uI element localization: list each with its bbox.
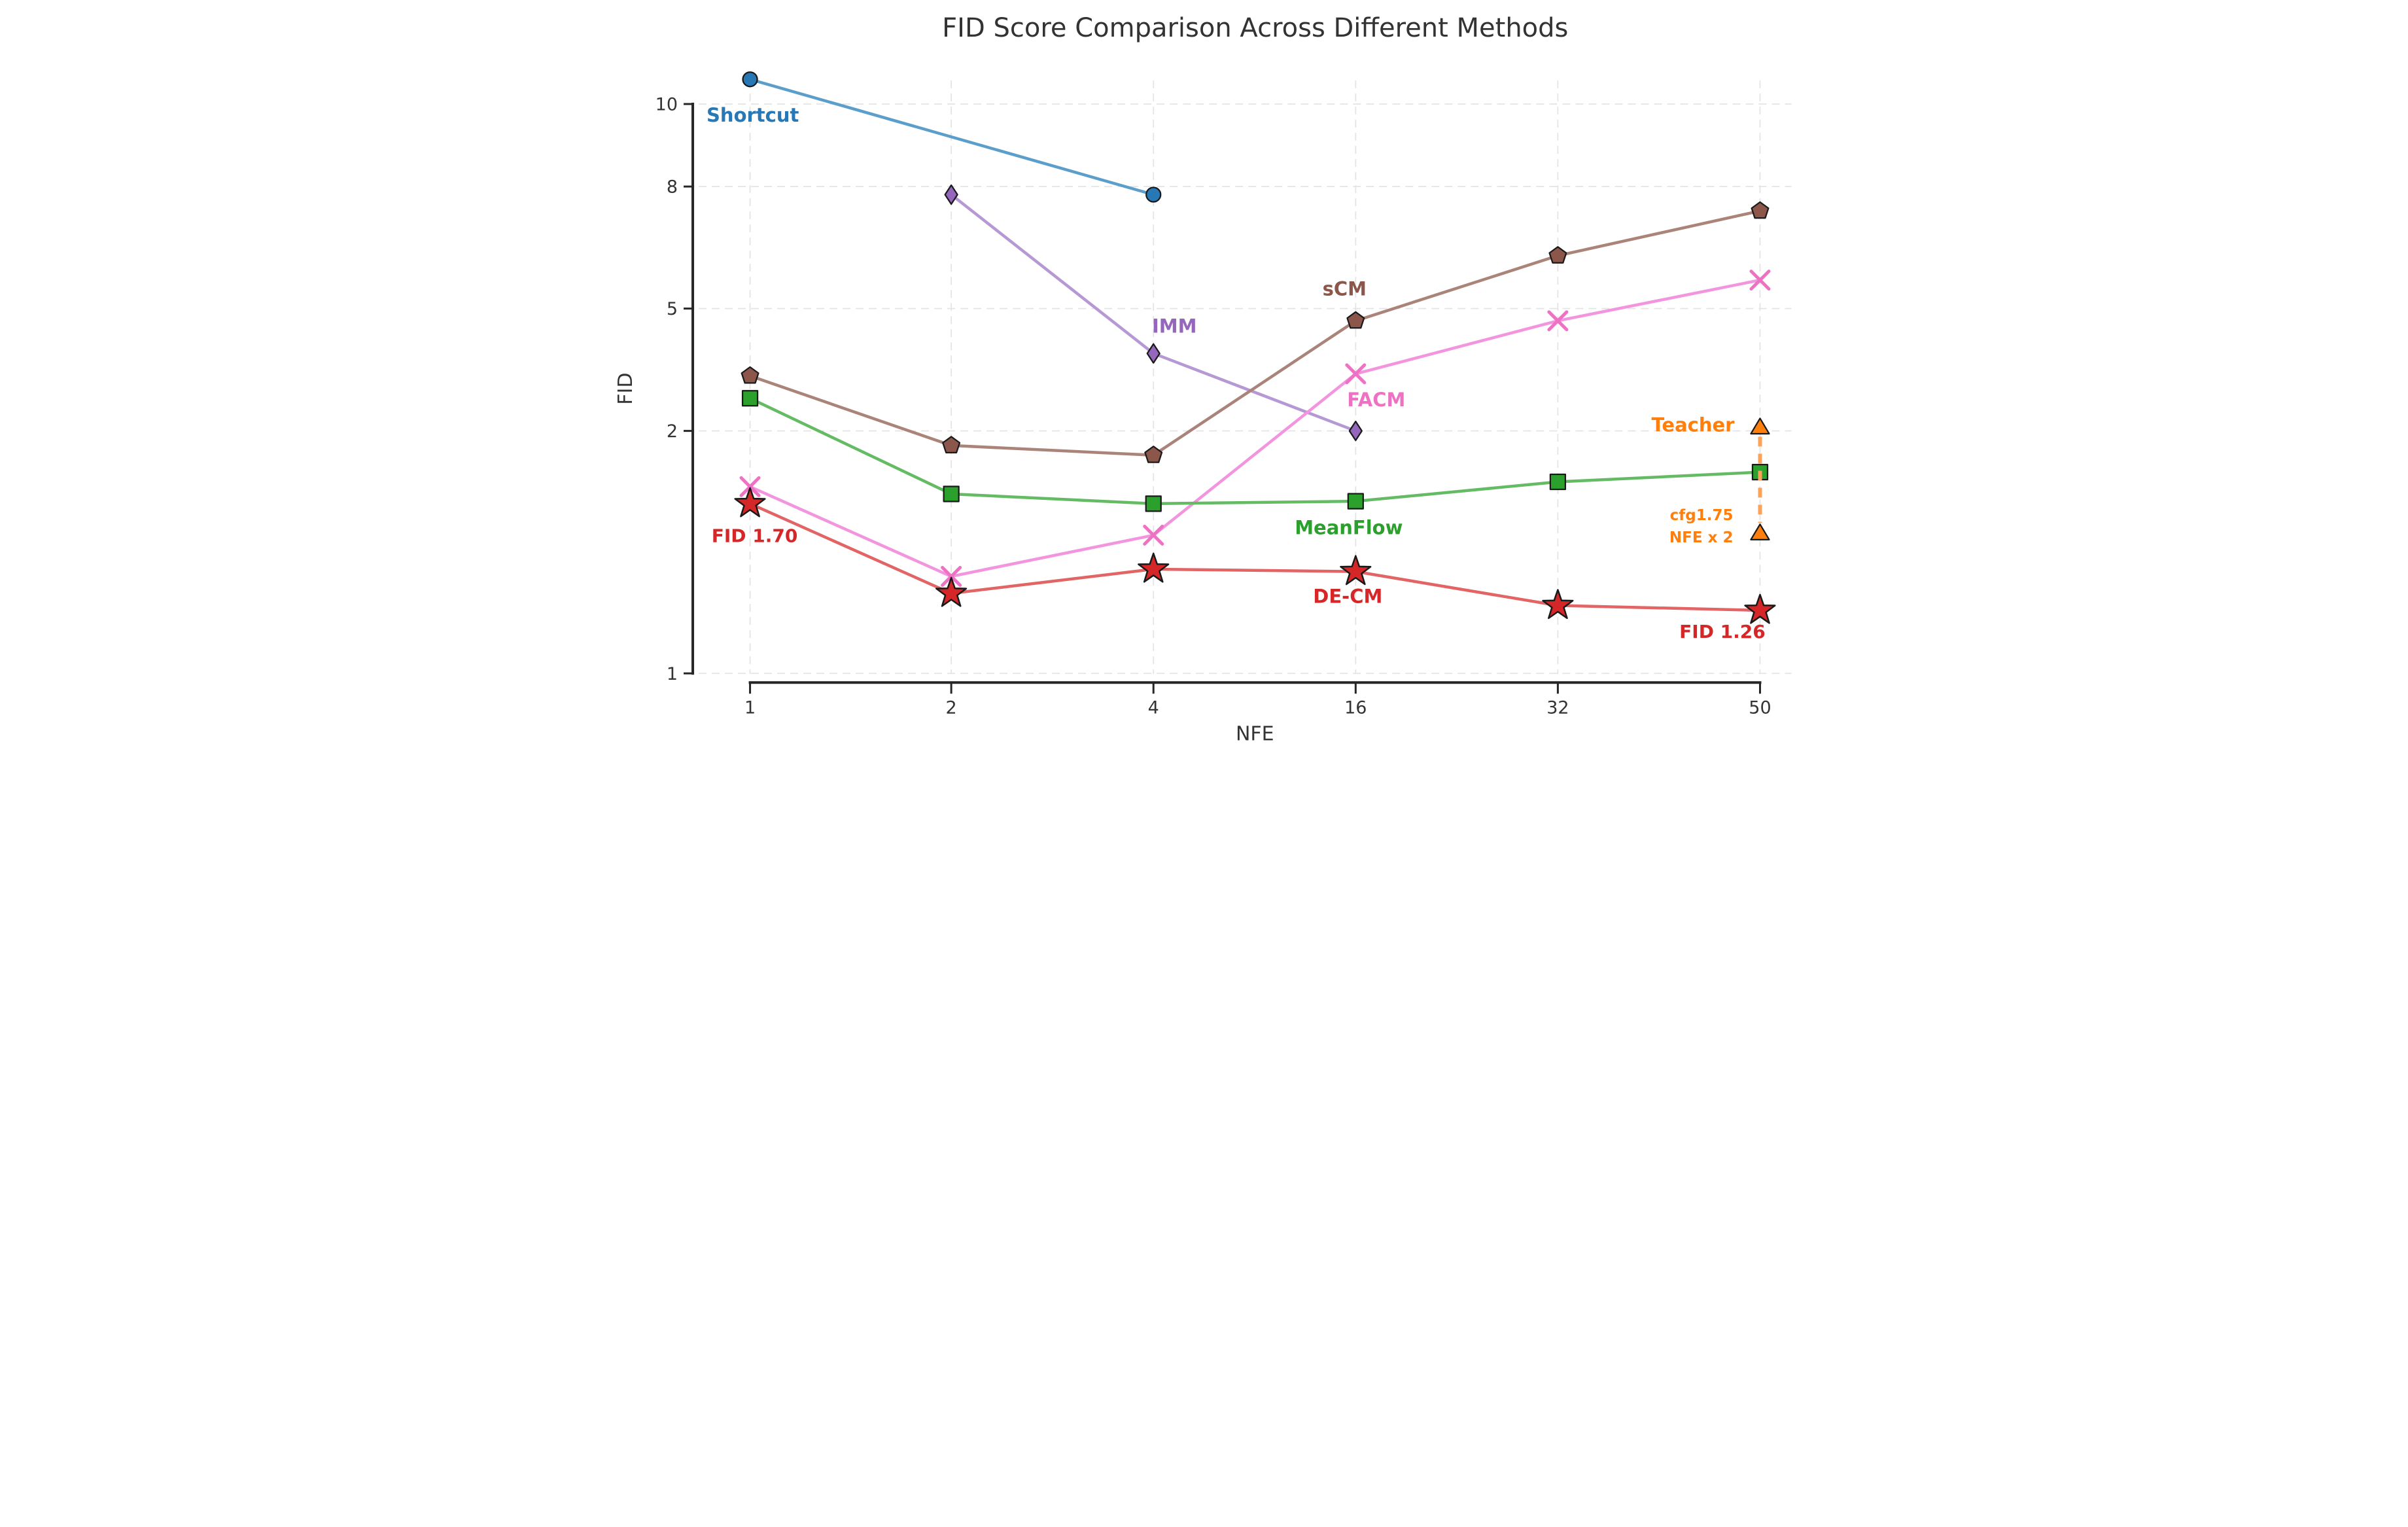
series-marker-FACM-nfe1	[739, 476, 761, 497]
series-line-sCM	[748, 209, 1762, 457]
series-marker-FACM-nfe2	[941, 566, 962, 588]
series-marker-DE-CM-nfe32	[1542, 589, 1574, 620]
series-marker-DE-CM-nfe4	[1138, 552, 1170, 583]
series-line-MeanFlow	[748, 396, 1762, 506]
series-marker-MeanFlow-nfe32	[1549, 473, 1567, 491]
series-label-DE-CM: DE-CM	[1313, 586, 1382, 608]
series-marker-IMM-nfe2	[944, 184, 958, 205]
series-marker-sCM-nfe1	[741, 366, 759, 384]
series-marker-MeanFlow-nfe2	[943, 485, 960, 502]
series-line-FACM	[748, 278, 1762, 578]
x-tick-label-2: 2	[946, 697, 957, 718]
series-marker-FACM-nfe50	[1749, 270, 1771, 291]
series-line-DE-CM	[748, 502, 1762, 612]
y-tick-label-10: 10	[655, 95, 678, 115]
series-marker-sCM-nfe4	[1144, 446, 1163, 463]
annotation-fid-126: FID 1.26	[1679, 621, 1766, 642]
series-marker-MeanFlow-nfe16	[1347, 493, 1364, 510]
figure: 1 2 5 8 10 1 2 4 16 32 50 FID NFE FID Score Compariso…	[602, 0, 1806, 764]
series-marker-Teacher-nfe50	[1750, 417, 1770, 435]
x-tick-label-4: 4	[1148, 697, 1159, 718]
annotation-cfg-line1: cfg1.75	[1670, 507, 1734, 524]
series-label-Shortcut: Shortcut	[707, 104, 799, 126]
series-marker-sCM-nfe16	[1346, 311, 1365, 329]
x-tick-label-50: 50	[1749, 697, 1771, 718]
x-tick-label-16: 16	[1344, 697, 1367, 718]
annotation-cfg-line2: NFE x 2	[1669, 529, 1734, 546]
series-marker-Shortcut-nfe1	[742, 71, 758, 88]
y-tick-label-8: 8	[667, 177, 678, 198]
series-marker-IMM-nfe4	[1146, 343, 1160, 364]
y-tick-label-2: 2	[667, 421, 678, 442]
series-marker-Teacher-nfe50	[1750, 523, 1770, 540]
series-marker-DE-CM-nfe1	[734, 487, 766, 518]
series-marker-FACM-nfe4	[1143, 525, 1164, 546]
series-marker-MeanFlow-nfe4	[1145, 495, 1162, 512]
series-marker-sCM-nfe32	[1548, 246, 1567, 264]
series-marker-Shortcut-nfe4	[1145, 186, 1162, 203]
series-label-Teacher: Teacher	[1651, 414, 1735, 436]
series-label-IMM: IMM	[1152, 315, 1197, 338]
series-marker-DE-CM-nfe16	[1340, 555, 1372, 586]
series-marker-DE-CM-nfe50	[1744, 593, 1776, 624]
series-marker-sCM-nfe50	[1751, 201, 1770, 219]
series-line-Shortcut	[748, 77, 1155, 196]
y-tick-label-5: 5	[667, 299, 678, 319]
series-marker-IMM-nfe16	[1348, 421, 1363, 442]
series-marker-DE-CM-nfe2	[935, 576, 968, 607]
x-tick-label-32: 32	[1546, 697, 1569, 718]
series-marker-FACM-nfe32	[1547, 310, 1569, 332]
series-label-MeanFlow: MeanFlow	[1295, 517, 1403, 539]
series-label-sCM: sCM	[1323, 278, 1367, 300]
series-marker-FACM-nfe16	[1345, 363, 1367, 385]
series-label-FACM: FACM	[1347, 389, 1405, 411]
annotation-fid-170: FID 1.70	[712, 525, 798, 547]
y-axis-label: FID	[614, 373, 637, 405]
x-tick-label-1: 1	[744, 697, 756, 718]
series-marker-sCM-nfe2	[942, 436, 961, 453]
x-axis-label: NFE	[1236, 722, 1274, 745]
y-tick-label-1: 1	[667, 664, 678, 684]
series-marker-MeanFlow-nfe1	[741, 390, 759, 407]
chart-title: FID Score Comparison Across Different Me…	[942, 13, 1568, 43]
